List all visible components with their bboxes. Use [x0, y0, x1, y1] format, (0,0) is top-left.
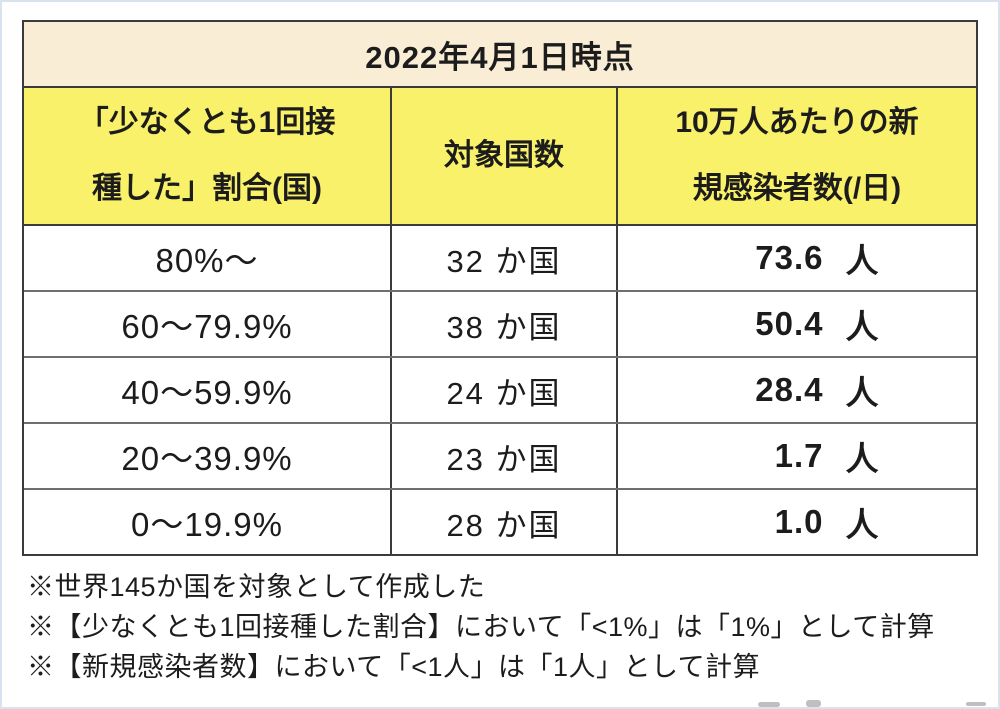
clipped-text-artifact [758, 702, 780, 707]
cell-new-cases: 1.7 人 [618, 424, 976, 488]
column-header-new-cases-label: 10万人あたりの新 規感染者数(/日) [675, 106, 919, 205]
cell-rate: 80%〜 [24, 226, 392, 290]
cell-rate: 20〜39.9% [24, 424, 392, 488]
new-cases-unit: 人 [845, 506, 879, 543]
cell-new-cases: 28.4 人 [618, 358, 976, 422]
cell-country-count: 24 か国 [392, 358, 618, 422]
cell-new-cases: 50.4 人 [618, 292, 976, 356]
cell-new-cases: 73.6 人 [618, 226, 976, 290]
cell-rate: 0〜19.9% [24, 490, 392, 554]
footnote: ※【新規感染者数】において「<1人」は「1人」として計算 [27, 652, 761, 682]
new-cases-unit: 人 [845, 440, 879, 477]
new-cases-value: 50.4 [755, 305, 824, 342]
cell-rate: 40〜59.9% [24, 358, 392, 422]
table-row: 60〜79.9% 38 か国 50.4 人 [24, 290, 976, 356]
new-cases-value: 73.6 [755, 239, 824, 276]
vaccination-infection-table: 2022年4月1日時点 「少なくとも1回接 種した」割合(国) 対象国数 10万… [22, 20, 978, 556]
column-header-country-count-label: 対象国数 [444, 139, 564, 172]
cell-country-count: 28 か国 [392, 490, 618, 554]
column-header-new-cases: 10万人あたりの新 規感染者数(/日) [618, 88, 976, 224]
footnotes: ※世界145か国を対象として作成した ※【少なくとも1回接種した割合】において「… [27, 567, 989, 687]
new-cases-unit: 人 [845, 308, 879, 345]
new-cases-unit: 人 [845, 374, 879, 411]
clipped-text-artifact [966, 702, 986, 706]
table-row: 20〜39.9% 23 か国 1.7 人 [24, 422, 976, 488]
table-row: 40〜59.9% 24 か国 28.4 人 [24, 356, 976, 422]
footnote: ※世界145か国を対象として作成した [27, 572, 486, 602]
cell-country-count: 23 か国 [392, 424, 618, 488]
column-header-country-count: 対象国数 [392, 88, 618, 224]
cell-country-count: 38 か国 [392, 292, 618, 356]
new-cases-value: 1.0 [774, 503, 824, 540]
new-cases-value: 1.7 [774, 437, 824, 474]
table-title-band: 2022年4月1日時点 [24, 22, 976, 88]
table-row: 0〜19.9% 28 か国 1.0 人 [24, 488, 976, 554]
clipped-text-artifact [806, 700, 821, 707]
table-title: 2022年4月1日時点 [365, 39, 635, 75]
table-row: 80%〜 32 か国 73.6 人 [24, 226, 976, 290]
cell-rate: 60〜79.9% [24, 292, 392, 356]
table-header-row: 「少なくとも1回接 種した」割合(国) 対象国数 10万人あたりの新 規感染者数… [24, 88, 976, 226]
footnote: ※【少なくとも1回接種した割合】において「<1%」は「1%」として計算 [27, 612, 935, 642]
column-header-vaccination-rate: 「少なくとも1回接 種した」割合(国) [24, 88, 392, 224]
cell-new-cases: 1.0 人 [618, 490, 976, 554]
new-cases-value: 28.4 [755, 371, 824, 408]
new-cases-unit: 人 [845, 242, 879, 279]
column-header-vaccination-rate-label: 「少なくとも1回接 種した」割合(国) [78, 106, 336, 205]
cell-country-count: 32 か国 [392, 226, 618, 290]
